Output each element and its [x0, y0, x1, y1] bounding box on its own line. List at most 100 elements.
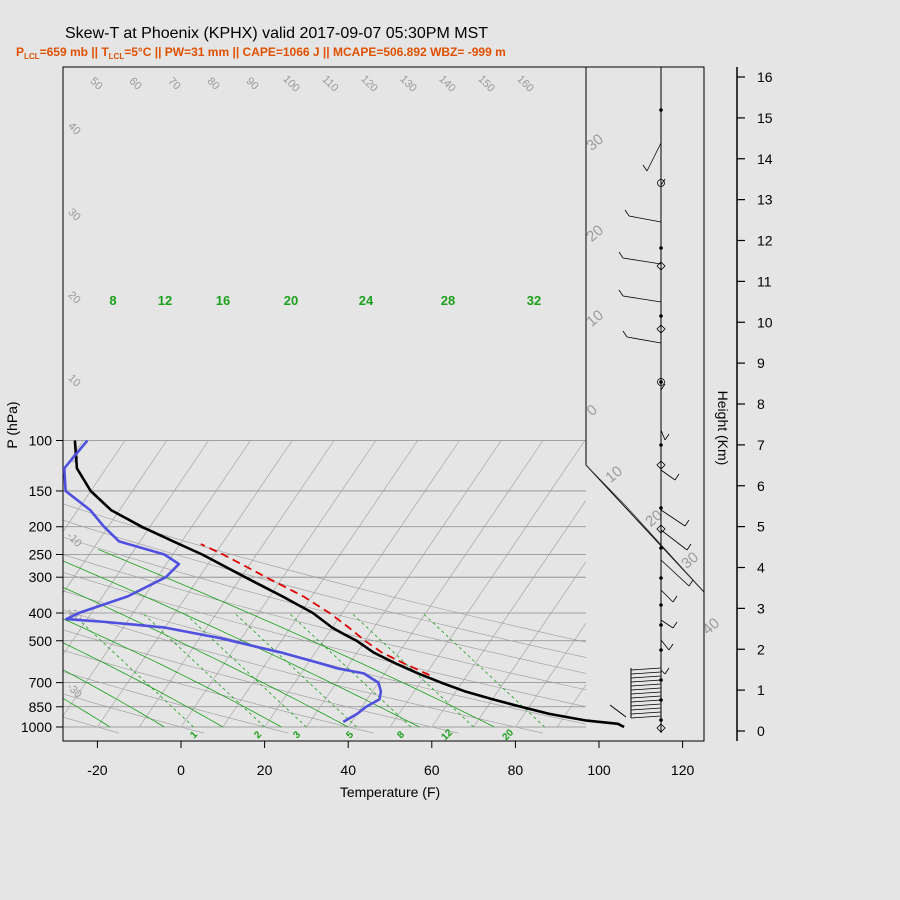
y-tick-label: 300: [29, 569, 53, 585]
isotherm-line: [850, 441, 900, 728]
isotherm-line: [180, 440, 377, 728]
moist-adiabat-line: [63, 560, 420, 728]
chart-title: Skew-T at Phoenix (KPHX) valid 2017-09-0…: [65, 25, 488, 42]
isotherm-label-top: 80: [205, 75, 222, 92]
isotherm-label-top: 90: [244, 75, 261, 92]
x-tick-label: 0: [177, 762, 185, 778]
wind-barb: [660, 559, 690, 587]
moist-adiabat-label: 32: [527, 293, 541, 308]
adiabat-line: [63, 671, 289, 734]
mixing-ratio-line: [71, 612, 194, 728]
mixing-ratio-line: [142, 612, 265, 728]
height-tick-label: 7: [757, 437, 765, 453]
wind-barb-low: [630, 667, 662, 671]
isotherm-line: [63, 440, 126, 533]
isotherm-lines: [63, 440, 900, 734]
wind-barb-low: [630, 687, 662, 691]
lower-right-edge: [609, 704, 627, 718]
isotherm-label-top: 150: [475, 73, 496, 94]
wind-level-dot: [659, 108, 663, 112]
wind-level-dot: [659, 623, 663, 627]
isotherm-line: [63, 440, 168, 594]
height-tick-label: 6: [757, 478, 765, 494]
wind-barb-flag: [672, 621, 678, 629]
wind-barb-flag: [664, 667, 670, 675]
x-tick-label: 80: [508, 762, 524, 778]
adiabat-line: [63, 536, 704, 699]
wind-barb-low: [630, 711, 662, 715]
moist-adiabat-line: [98, 549, 495, 728]
wind-level-dot: [659, 546, 663, 550]
y-tick-label: 850: [29, 699, 53, 715]
subtitle-p-lcl: 659 mb: [47, 45, 88, 59]
moist-adiabat-line: [63, 697, 111, 728]
wind-barb: [660, 429, 666, 441]
wind-level-dot: [659, 576, 663, 580]
isotherm-line: [306, 440, 502, 728]
moist-adiabat-label: 28: [441, 293, 455, 308]
isotherm-line: [766, 441, 900, 728]
adiabat-label: 30: [66, 206, 83, 223]
wind-barb-flag: [668, 643, 674, 651]
y-tick-label: 1000: [21, 719, 52, 735]
wind-barb: [660, 509, 686, 527]
adiabat-label: 20: [66, 289, 83, 306]
wind-barb-flag: [660, 383, 666, 391]
wind-barb: [660, 619, 674, 629]
wind-barb: [646, 142, 662, 172]
wind-level-dot: [659, 648, 663, 652]
wind-level-dot: [659, 678, 663, 682]
adiabat-line: [63, 629, 459, 734]
x-tick-label: 100: [587, 762, 611, 778]
adiabat-label: -10: [64, 530, 84, 550]
x-axis-label: Temperature (F): [340, 784, 440, 800]
parcel-trace: [200, 543, 430, 676]
isotherm-line: [682, 694, 704, 728]
wind-level-dot: [659, 718, 663, 722]
x-tick-label: 60: [424, 762, 440, 778]
y-tick-label: 200: [29, 519, 53, 535]
isotherm-label-top: 50: [88, 75, 105, 92]
x-tick-label: 20: [257, 762, 273, 778]
wind-barb-flag: [664, 433, 670, 441]
subtitle-cape: CAPE=1066 J: [243, 45, 320, 59]
wind-level-dot: [659, 246, 663, 250]
adiabat-line: [63, 650, 374, 734]
x-tick-label: -20: [87, 762, 107, 778]
isotherm-line: [264, 440, 460, 728]
y-axis-label: P (hPa): [4, 401, 20, 448]
y-tick-label: 250: [29, 547, 53, 563]
wind-marker: [656, 261, 666, 271]
adiabat-line: [63, 609, 544, 734]
isotherm-line: [63, 440, 209, 656]
y-tick-label: 400: [29, 605, 53, 621]
moist-adiabat-label: 16: [216, 293, 230, 308]
wind-barb: [660, 529, 688, 551]
adiabat-line: [63, 503, 704, 668]
wind-barb: [660, 639, 670, 651]
mixing-ratio-label: 2: [252, 729, 264, 741]
height-tick-label: 15: [757, 110, 773, 126]
isotherm-label-top: 120: [358, 73, 379, 94]
wind-level-dot: [659, 698, 663, 702]
isotherm-line: [724, 441, 900, 728]
wind-barb-flag: [686, 543, 692, 551]
isotherm-label-top: 70: [166, 75, 183, 92]
adiabat-line: [63, 519, 704, 683]
mixing-ratio-label: 8: [395, 729, 407, 741]
wind-barb-low: [630, 695, 662, 699]
height-axis-label: Height (Km): [715, 391, 731, 466]
wind-barb-flag: [622, 330, 628, 338]
isobar-lines: [63, 440, 586, 728]
height-tick-label: 16: [757, 69, 773, 85]
height-tick-label: 2: [757, 641, 765, 657]
isotherm-line: [222, 440, 418, 728]
adiabat-line: [63, 693, 204, 734]
height-tick-label: 1: [757, 682, 765, 698]
wind-barb-low: [630, 691, 662, 695]
height-tick-label: 9: [757, 355, 765, 371]
sounding-traces: [63, 439, 625, 729]
wind-marker: [656, 460, 666, 470]
